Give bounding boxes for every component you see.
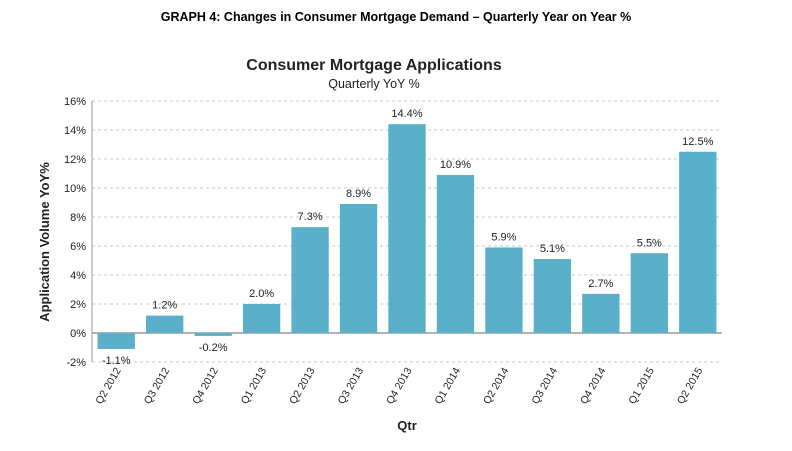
- bar: [339, 203, 378, 333]
- data-label: 2.7%: [588, 278, 613, 290]
- x-tick-label: Q2 2012: [93, 365, 124, 406]
- bar: [679, 151, 717, 333]
- y-tick-labels: -2% 0% 2% 4% 6% 8% 10% 12% 14% 16%: [64, 96, 86, 369]
- x-tick-label: Q1 2014: [433, 365, 464, 406]
- data-label: 12.5%: [682, 136, 713, 148]
- data-label: 5.1%: [540, 243, 565, 255]
- y-tick-label: 16%: [64, 96, 86, 108]
- bar: [436, 174, 475, 333]
- y-tick-label: 14%: [64, 125, 86, 137]
- y-tick-label: 4%: [70, 270, 86, 282]
- data-label: 7.3%: [298, 211, 323, 223]
- y-tick-label: 8%: [70, 212, 86, 224]
- x-tick-label: Q4 2014: [578, 365, 609, 406]
- x-tick-label: Q4 2012: [190, 365, 221, 406]
- bar: [533, 259, 572, 333]
- y-tick-label: 12%: [64, 154, 86, 166]
- bar: [146, 315, 184, 333]
- x-tick-label: Q2 2013: [287, 365, 318, 406]
- bar: [291, 227, 329, 333]
- chart-title: Consumer Mortgage Applications: [246, 57, 502, 74]
- bar: [582, 293, 620, 333]
- y-tick-label: 2%: [70, 299, 86, 311]
- bar: [485, 247, 523, 333]
- data-label: 1.2%: [152, 300, 177, 312]
- x-tick-label: Q3 2014: [529, 365, 560, 406]
- x-tick-label: Q2 2014: [481, 365, 512, 406]
- y-tick-label: 10%: [64, 183, 86, 195]
- data-label: -0.2%: [199, 342, 228, 354]
- y-tick-label: -2%: [66, 357, 86, 369]
- x-tick-label: Q3 2012: [142, 365, 173, 406]
- bar: [630, 253, 668, 333]
- bar: [388, 124, 426, 333]
- data-label: -1.1%: [102, 355, 131, 367]
- bar: [242, 304, 281, 333]
- figure-caption: GRAPH 4: Changes in Consumer Mortgage De…: [160, 10, 632, 24]
- x-tick-label: Q3 2013: [336, 365, 367, 406]
- y-axis-label: Application Volume YoY%: [37, 162, 52, 322]
- x-axis-label: Qtr: [397, 418, 417, 433]
- x-tick-label: Q1 2013: [239, 365, 270, 406]
- x-tick-labels: Q2 2012 Q3 2012 Q4 2012 Q1 2013 Q2 2013 Q3 20…: [93, 365, 705, 406]
- x-tick-label: Q1 2015: [626, 365, 657, 406]
- bars: [97, 124, 717, 349]
- data-label: 5.9%: [491, 231, 516, 243]
- bar: [97, 333, 135, 349]
- bar: [194, 333, 232, 336]
- data-labels: -1.1% 1.2% -0.2% 2.0% 7.3% 8.9% 14.4% 10.9% 5.9%…: [102, 108, 714, 367]
- data-label: 14.4%: [391, 108, 422, 120]
- data-label: 10.9%: [440, 159, 471, 171]
- y-tick-label: 0%: [70, 328, 86, 340]
- x-tick-label: Q2 2015: [675, 365, 706, 406]
- data-label: 2.0%: [249, 288, 274, 300]
- data-label: 8.9%: [346, 188, 371, 200]
- x-tick-label: Q4 2013: [384, 365, 415, 406]
- y-tick-label: 6%: [70, 241, 86, 253]
- chart-subtitle: Quarterly YoY %: [328, 77, 420, 91]
- data-label: 5.5%: [637, 237, 662, 249]
